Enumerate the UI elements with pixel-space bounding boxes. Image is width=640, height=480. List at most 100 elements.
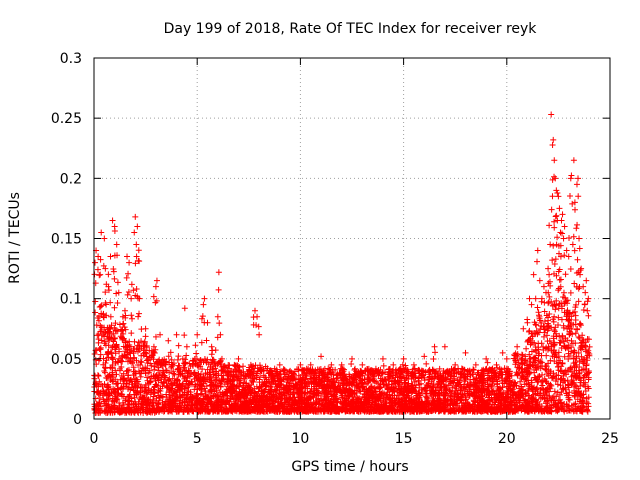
data-point: [221, 390, 228, 397]
data-point: [189, 362, 196, 369]
data-point: [194, 377, 201, 384]
data-point: [537, 395, 544, 402]
data-point: [551, 326, 558, 333]
data-point: [566, 407, 573, 414]
data-point: [256, 376, 263, 383]
data-point: [571, 364, 578, 371]
data-point: [377, 375, 384, 382]
data-point: [457, 387, 464, 394]
data-point: [290, 370, 297, 377]
data-point: [552, 350, 559, 357]
data-point: [159, 394, 166, 401]
data-point: [551, 313, 558, 320]
data-point: [551, 388, 558, 395]
data-point: [584, 407, 591, 414]
data-point: [225, 362, 232, 369]
data-point: [155, 364, 162, 371]
data-point: [198, 371, 205, 378]
data-point: [105, 342, 112, 349]
data-point: [559, 386, 566, 393]
data-point: [150, 356, 157, 363]
data-point: [415, 378, 422, 385]
data-point: [102, 369, 109, 376]
data-point: [151, 383, 158, 390]
data-point: [548, 382, 555, 389]
data-point: [411, 378, 418, 385]
data-point: [522, 396, 529, 403]
data-point: [545, 372, 552, 379]
data-point: [552, 306, 559, 313]
data-point: [166, 369, 173, 376]
data-point: [97, 351, 104, 358]
data-point: [245, 383, 252, 390]
data-point: [566, 389, 573, 396]
data-point: [436, 365, 443, 372]
data-point: [150, 343, 157, 350]
data-point: [103, 351, 110, 358]
data-point: [249, 387, 256, 394]
data-point: [116, 348, 123, 355]
data-point: [535, 352, 542, 359]
data-point: [466, 386, 473, 393]
data-point: [465, 368, 472, 375]
data-point: [143, 344, 150, 351]
data-point: [99, 382, 106, 389]
data-point: [176, 362, 183, 369]
data-point: [552, 324, 559, 331]
data-point: [134, 378, 141, 385]
data-point: [119, 327, 126, 334]
data-point: [129, 381, 136, 388]
data-point: [576, 358, 583, 365]
data-point: [565, 356, 572, 363]
data-point: [578, 353, 585, 360]
data-point: [526, 370, 533, 377]
data-point: [161, 379, 168, 386]
data-point: [249, 378, 256, 385]
data-point: [572, 400, 579, 407]
data-point: [160, 380, 167, 387]
data-point: [449, 384, 456, 391]
data-point: [163, 391, 170, 398]
data-point: [556, 391, 563, 398]
data-point: [539, 371, 546, 378]
data-point: [566, 396, 573, 403]
data-point: [423, 390, 430, 397]
data-point: [470, 367, 477, 374]
data-point: [179, 355, 186, 362]
data-point: [261, 388, 268, 395]
data-point: [131, 375, 138, 382]
data-point: [151, 366, 158, 373]
data-point: [546, 337, 553, 344]
data-point: [523, 380, 530, 387]
data-point: [584, 408, 591, 415]
data-point: [105, 329, 112, 336]
data-point: [134, 342, 141, 349]
data-point: [506, 398, 513, 405]
data-point: [143, 350, 150, 357]
data-point: [543, 352, 550, 359]
data-point: [305, 379, 312, 386]
data-point: [575, 349, 582, 356]
chart-title: Day 199 of 2018, Rate Of TEC Index for r…: [164, 21, 538, 37]
data-point: [572, 330, 579, 337]
data-point: [103, 396, 110, 403]
data-point: [574, 325, 581, 332]
data-point: [174, 356, 181, 363]
data-point: [100, 387, 107, 394]
data-point: [179, 380, 186, 387]
data-point: [155, 377, 162, 384]
data-point: [558, 389, 565, 396]
data-point: [102, 338, 109, 345]
data-point: [433, 390, 440, 397]
data-point: [96, 345, 103, 352]
data-point: [359, 384, 366, 391]
data-point: [575, 333, 582, 340]
data-point: [97, 344, 104, 351]
data-point: [123, 409, 130, 416]
data-point: [109, 364, 116, 371]
data-point: [573, 367, 580, 374]
data-point: [219, 375, 226, 382]
data-point: [103, 357, 110, 364]
data-point: [92, 309, 99, 316]
data-point: [131, 354, 138, 361]
